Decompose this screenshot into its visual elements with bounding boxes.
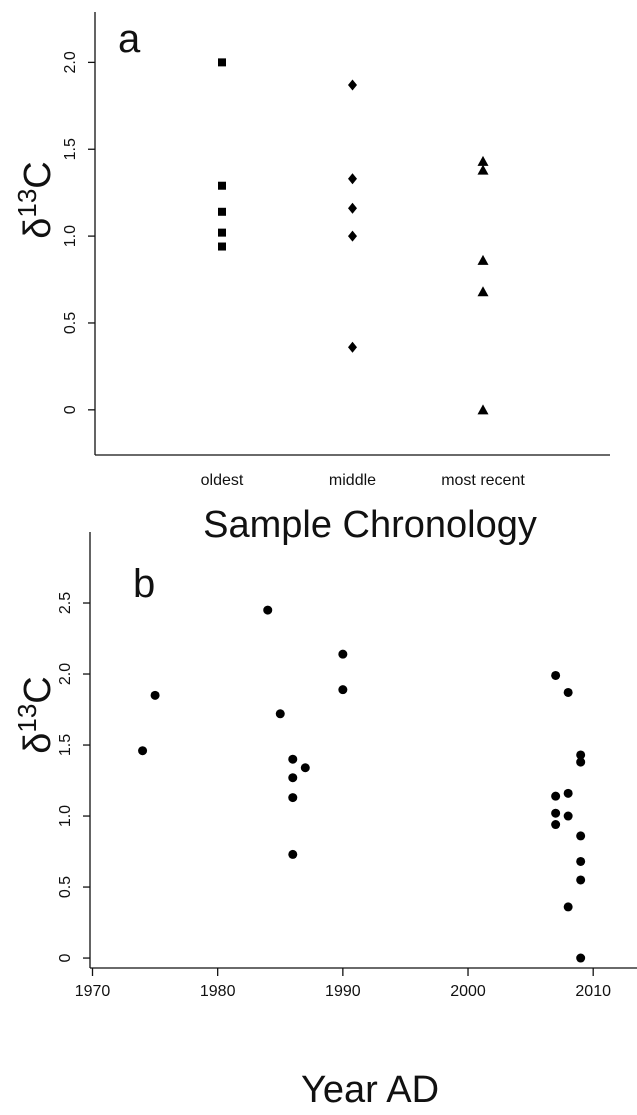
point: [576, 953, 586, 963]
y-tick-label: 0: [62, 405, 79, 414]
point: [563, 902, 573, 912]
point: [576, 831, 586, 841]
y-tick-label: 0.5: [57, 876, 74, 898]
y-axis-title-part: C: [17, 161, 59, 188]
point: [576, 875, 586, 885]
y-axis-title-part: δ: [17, 218, 59, 239]
point: [348, 230, 357, 242]
y-tick-label: 1.0: [57, 805, 74, 827]
point: [477, 164, 489, 175]
point: [576, 750, 586, 760]
x-tick-label: most recent: [441, 472, 525, 489]
point: [477, 404, 489, 415]
y-tick-label: 0.5: [62, 312, 79, 334]
y-tick-label: 0: [57, 954, 74, 963]
point: [563, 788, 573, 798]
point: [218, 207, 226, 216]
y-axis-title-part: 13: [12, 189, 42, 218]
point: [477, 254, 489, 265]
x-axis-title: Sample Chronology: [203, 504, 537, 546]
point: [338, 649, 348, 659]
point: [477, 286, 489, 297]
x-axis-title: Year AD: [301, 1069, 439, 1111]
y-axis-title-part: C: [17, 676, 59, 703]
y-axis-title: δ13C: [12, 676, 59, 754]
point: [338, 685, 348, 695]
x-tick-label: 1970: [75, 983, 111, 1000]
x-tick-label: 1980: [200, 983, 236, 1000]
point: [551, 820, 561, 830]
point: [275, 709, 285, 719]
y-axis-title-part: 13: [12, 704, 42, 733]
point: [288, 754, 298, 764]
x-tick-label: oldest: [201, 472, 244, 489]
point: [288, 793, 298, 803]
point: [150, 690, 160, 700]
point: [551, 808, 561, 818]
point: [138, 746, 148, 756]
y-tick-label: 2.0: [57, 663, 74, 685]
point: [218, 181, 226, 190]
point: [348, 173, 357, 185]
point: [477, 155, 489, 166]
y-tick-label: 1.5: [62, 138, 79, 160]
x-tick-label: 2010: [575, 983, 611, 1000]
y-axis-title-part: δ: [17, 733, 59, 754]
x-tick-label: 1990: [325, 983, 361, 1000]
point: [576, 757, 586, 767]
point: [218, 228, 226, 237]
panel-letter: b: [133, 562, 155, 606]
y-tick-label: 1.0: [62, 225, 79, 247]
x-tick-label: middle: [329, 472, 376, 489]
y-axis-title: δ13C: [12, 161, 59, 239]
panel-letter: a: [118, 17, 141, 61]
point: [348, 202, 357, 214]
point: [218, 58, 226, 67]
y-tick-label: 2.0: [62, 51, 79, 73]
point: [263, 605, 273, 615]
point: [563, 811, 573, 821]
point: [551, 670, 561, 680]
point: [576, 856, 586, 866]
x-tick-label: 2000: [450, 983, 486, 1000]
point: [563, 687, 573, 697]
point: [288, 849, 298, 859]
point: [288, 773, 298, 783]
y-tick-label: 1.5: [57, 734, 74, 756]
point: [300, 763, 310, 773]
point: [348, 341, 357, 353]
point: [348, 79, 357, 91]
point: [551, 791, 561, 801]
point: [218, 242, 226, 251]
y-tick-label: 2.5: [57, 592, 74, 614]
